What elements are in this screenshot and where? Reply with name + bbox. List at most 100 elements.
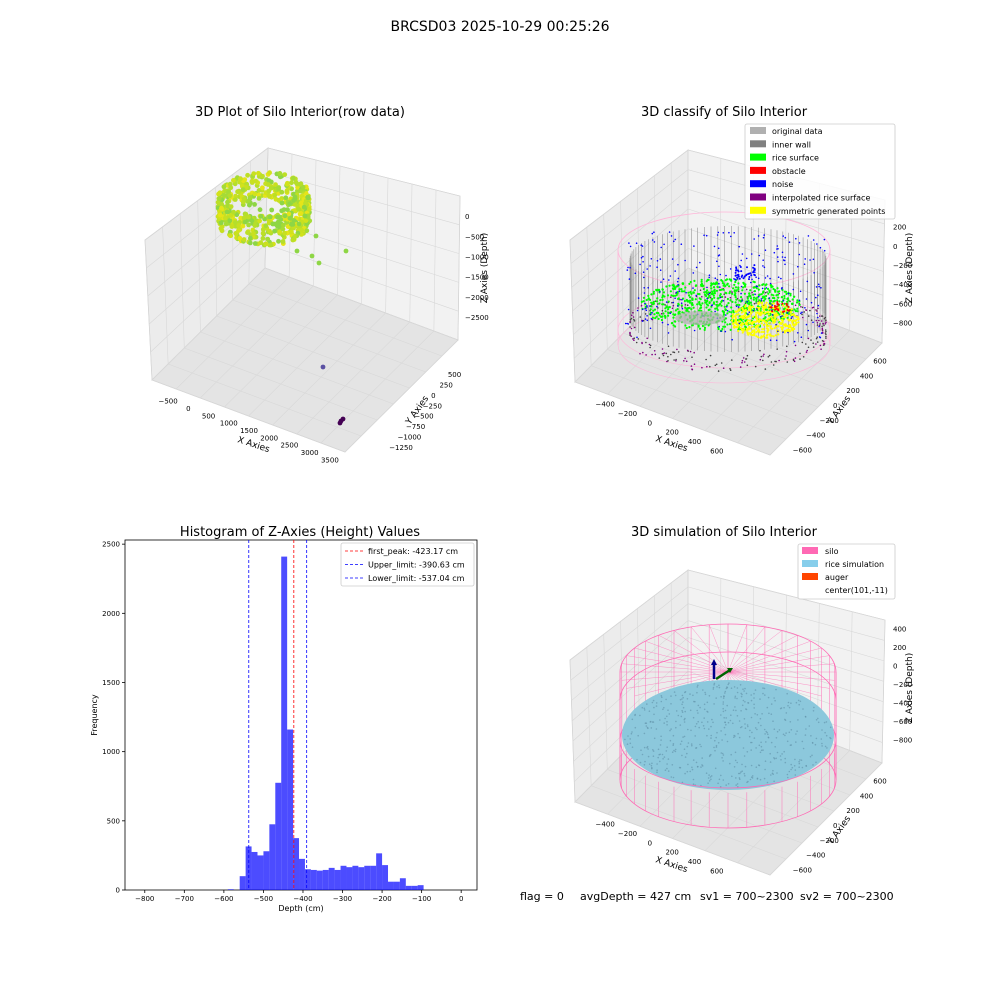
noise-point xyxy=(748,311,751,314)
rice-mesh-point xyxy=(721,757,723,759)
wall-point xyxy=(729,368,731,370)
raw-point xyxy=(217,190,223,196)
rice-mesh-point xyxy=(631,731,633,733)
noise-point xyxy=(716,260,718,263)
wall-point xyxy=(751,291,753,294)
rice-mesh-point xyxy=(735,709,737,712)
rice-surface-point xyxy=(664,316,667,319)
rice-mesh-point xyxy=(657,748,660,751)
rice-surface-point xyxy=(712,294,715,297)
sim-silo-wireframe-front xyxy=(619,672,837,829)
rice-surface-point xyxy=(755,300,758,303)
rice-surface-point xyxy=(657,317,660,320)
noise-point xyxy=(692,272,695,274)
rice-mesh-point xyxy=(761,713,763,715)
rice-surface-point xyxy=(647,297,650,300)
rice-surface-point xyxy=(663,295,666,298)
rice-mesh-point xyxy=(673,749,675,752)
hist-vlines xyxy=(248,540,308,890)
rice-mesh-point xyxy=(709,776,712,778)
y-tick-label: −1250 xyxy=(389,444,413,452)
legend-swatch xyxy=(750,193,766,201)
rice-surface-point xyxy=(674,309,678,312)
wall-point xyxy=(786,361,789,363)
wall-point xyxy=(778,359,780,362)
symmetric-point xyxy=(783,329,787,332)
symmetric-point xyxy=(734,310,737,313)
symmetric-point xyxy=(789,311,792,314)
symmetric-point xyxy=(781,316,784,319)
rice-mesh-point xyxy=(774,746,776,748)
rice-mesh-point xyxy=(738,736,741,739)
silo-spoke xyxy=(727,663,835,673)
raw-point xyxy=(240,187,246,193)
rice-mesh-point xyxy=(706,734,708,737)
symmetric-point xyxy=(754,325,757,329)
noise-point xyxy=(784,256,786,259)
noise-point xyxy=(755,276,757,279)
rice-mesh-point xyxy=(790,768,792,771)
wall-point xyxy=(743,361,746,363)
rice-mesh-point xyxy=(663,756,666,758)
rice-mesh-point xyxy=(626,743,629,745)
rice-surface-point xyxy=(654,317,657,320)
rice-mesh-point xyxy=(805,764,807,767)
rice-surface-point xyxy=(645,298,648,302)
rice-mesh-point xyxy=(692,716,695,719)
rice-mesh-point xyxy=(749,778,752,781)
rice-surface-point xyxy=(766,287,770,290)
rice-surface-point xyxy=(680,290,683,293)
rice-mesh-point xyxy=(798,762,801,765)
wall-point xyxy=(801,306,804,309)
rice-mesh-point xyxy=(715,736,717,739)
rice-surface-point xyxy=(722,311,726,314)
rice-surface-point xyxy=(742,281,745,284)
grid-line xyxy=(571,620,689,722)
rice-mesh-point xyxy=(739,684,742,686)
rice-mesh-point xyxy=(652,750,655,752)
rice-surface-point xyxy=(662,312,665,315)
grid-line xyxy=(570,586,689,681)
auger-arm-tip xyxy=(727,668,733,673)
rice-surface-point xyxy=(725,292,728,295)
grid-line xyxy=(232,299,426,373)
wall-point xyxy=(633,326,636,329)
wall-point xyxy=(807,337,810,340)
noise-point xyxy=(728,231,730,234)
symmetric-point xyxy=(767,307,771,310)
raw-point xyxy=(236,223,242,228)
rice-surface-point xyxy=(716,286,720,289)
symmetric-point xyxy=(745,329,748,332)
noise-point xyxy=(760,300,763,302)
rice-mesh-point xyxy=(706,710,708,713)
rice-mesh-point xyxy=(684,756,687,758)
grid-line xyxy=(570,169,689,264)
rice-mesh-point xyxy=(660,695,663,697)
wall-point xyxy=(815,337,818,340)
z-tick-label: −600 xyxy=(893,300,912,308)
grid-line xyxy=(574,267,689,383)
wall-point xyxy=(671,307,674,310)
wall-point xyxy=(809,309,811,312)
rice-mesh-point xyxy=(721,752,724,755)
x-tick-label: 1000 xyxy=(220,420,238,428)
symmetric-point xyxy=(758,308,761,311)
rice-surface-point xyxy=(760,293,763,296)
rice-surface-point xyxy=(742,286,745,289)
noise-point xyxy=(812,321,814,324)
wall-point xyxy=(667,355,669,358)
raw-point xyxy=(284,220,290,226)
wall-point xyxy=(676,348,678,351)
rice-mesh-point xyxy=(697,712,699,714)
rice-mesh-point xyxy=(742,699,745,702)
noise-point xyxy=(637,297,640,299)
rice-mesh-point xyxy=(795,733,797,735)
rice-mesh-point xyxy=(726,740,729,743)
rice-mesh-point xyxy=(815,737,818,740)
rice-mesh-point xyxy=(791,766,794,769)
hist-bar xyxy=(352,865,359,890)
rice-mesh-point xyxy=(666,715,668,718)
rice-mesh-point xyxy=(699,706,701,709)
legend-swatch xyxy=(750,206,766,214)
rice-mesh-point xyxy=(725,717,727,719)
